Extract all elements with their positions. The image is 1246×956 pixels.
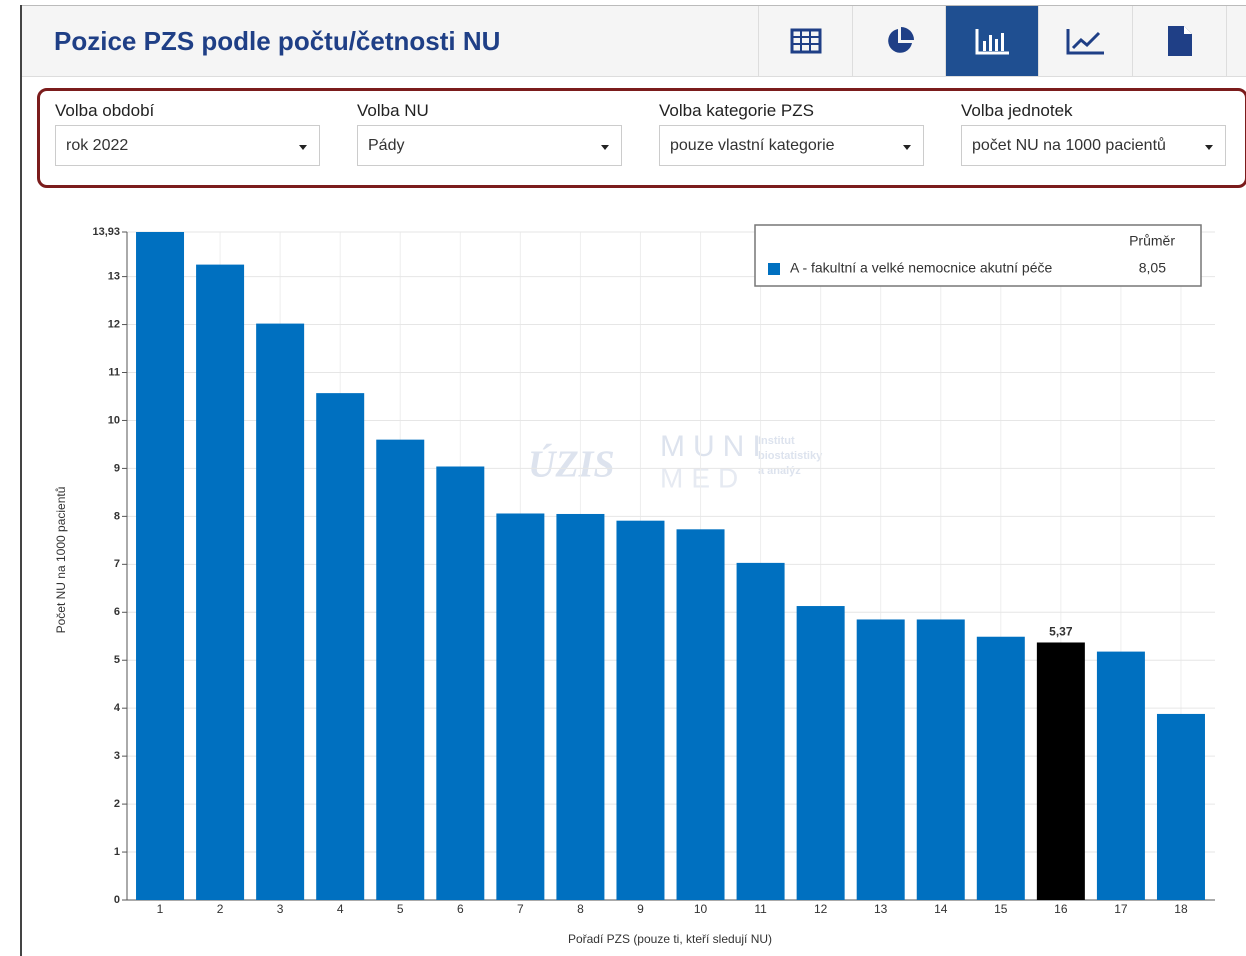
table-icon [790, 28, 821, 54]
filter-panel: Volba období rok 2022 Volba NU Pády Volba ka… [37, 88, 1246, 188]
legend-swatch [768, 263, 780, 275]
y-tick-label: 13 [108, 271, 120, 283]
filter-select[interactable]: rok 2022 [55, 125, 320, 166]
filter-label: Volba jednotek [961, 101, 1073, 120]
y-tick-label: 11 [108, 366, 120, 378]
y-tick-label: 1 [114, 846, 120, 858]
bar [1036, 642, 1085, 900]
export-button[interactable] [1132, 6, 1227, 76]
watermark: ÚZIS [528, 444, 615, 486]
x-axis-title: Pořadí PZS (pouze ti, kteří sledují NU) [568, 932, 772, 946]
x-tick-label: 15 [994, 902, 1008, 916]
legend-entry: A - fakultní a velké nemocnice akutní pé… [790, 260, 1052, 276]
y-tick-label: 10 [108, 414, 120, 426]
watermark: a analýz [758, 465, 801, 477]
x-tick-label: 4 [337, 902, 344, 916]
pie-icon [887, 27, 914, 53]
bar [1096, 651, 1145, 900]
x-tick-label: 12 [814, 902, 828, 916]
legend-average: 8,05 [1139, 260, 1166, 276]
y-tick-label: 6 [114, 606, 120, 618]
x-tick-label: 10 [694, 902, 708, 916]
pie-view-button[interactable] [852, 6, 946, 76]
bar-icon [975, 29, 1009, 55]
x-tick-label: 3 [277, 902, 284, 916]
y-tick-label: 0 [114, 894, 120, 906]
bar [496, 513, 545, 900]
y-tick-label: 2 [114, 798, 120, 810]
x-tick-label: 2 [217, 902, 224, 916]
x-tick-label: 7 [517, 902, 524, 916]
y-tick-label: 13,93 [92, 226, 120, 238]
x-tick-label: 14 [934, 902, 948, 916]
bar-view-button[interactable] [945, 6, 1039, 76]
header: Pozice PZS podle počtu/četnosti NU [22, 5, 1246, 77]
frame-border [20, 5, 22, 956]
legend-box [754, 224, 1202, 287]
watermark: MED [660, 462, 746, 493]
y-tick-label: 8 [114, 510, 120, 522]
y-tick-label: 7 [114, 558, 120, 570]
y-tick-label: 9 [114, 462, 120, 474]
x-tick-label: 18 [1174, 902, 1188, 916]
bar [556, 513, 605, 900]
filter-select[interactable]: počet NU na 1000 pacientů [961, 125, 1226, 166]
legend-header: Průměr [1129, 233, 1175, 249]
bar [796, 606, 845, 900]
bar [676, 529, 725, 900]
line-view-button[interactable] [1038, 6, 1132, 76]
y-axis-title: Počet NU na 1000 pacientů [54, 487, 68, 634]
x-tick-label: 16 [1054, 902, 1068, 916]
bar [616, 520, 665, 900]
data-label: 5,37 [1049, 625, 1073, 639]
x-tick-label: 8 [577, 902, 584, 916]
bar [316, 393, 365, 900]
document-icon [1167, 26, 1192, 56]
bar [136, 232, 185, 900]
x-tick-label: 17 [1114, 902, 1128, 916]
y-tick-label: 4 [114, 702, 121, 714]
bar [976, 636, 1025, 900]
filter-select[interactable]: Pády [357, 125, 622, 166]
x-tick-label: 11 [754, 902, 767, 916]
watermark: biostatistiky [758, 450, 823, 462]
filter-select[interactable]: pouze vlastní kategorie [659, 125, 924, 166]
bar [1156, 713, 1205, 900]
watermark: MUNI [660, 430, 769, 463]
y-tick-label: 3 [114, 750, 120, 762]
filter-label: Volba NU [357, 101, 429, 120]
x-tick-label: 9 [637, 902, 644, 916]
x-tick-label: 13 [874, 902, 888, 916]
filter-label: Volba kategorie PZS [659, 101, 814, 120]
x-tick-label: 1 [157, 902, 164, 916]
bar [256, 323, 305, 900]
table-view-button[interactable] [758, 6, 852, 76]
line-icon [1066, 29, 1104, 55]
bar [856, 619, 905, 900]
y-tick-label: 5 [114, 654, 120, 666]
watermark: Institut [758, 435, 795, 447]
x-tick-label: 5 [397, 902, 404, 916]
y-tick-label: 12 [108, 318, 120, 330]
bar [736, 562, 785, 900]
bar [376, 439, 425, 900]
bar [916, 619, 965, 900]
bar [436, 466, 485, 900]
bar [196, 264, 245, 900]
filter-label: Volba období [55, 101, 155, 120]
page-title: Pozice PZS podle počtu/četnosti NU [54, 26, 501, 56]
x-tick-label: 6 [457, 902, 464, 916]
